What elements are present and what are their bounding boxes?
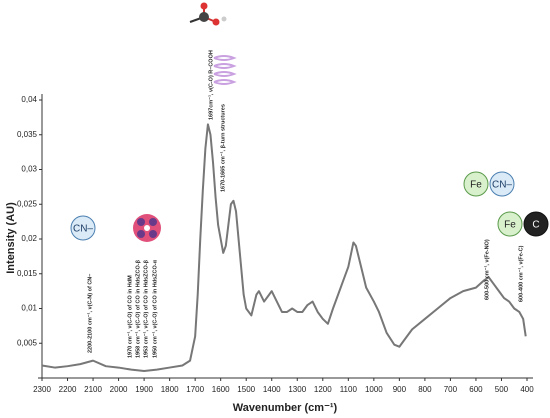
y-tick-label: 0,025 <box>17 199 38 208</box>
x-tick-label: 1700 <box>186 385 204 394</box>
icon-circle <box>523 211 549 237</box>
annotation: 600-500 cm⁻¹, ν(Fe-NO) <box>483 239 490 300</box>
icon-circle <box>489 171 515 197</box>
annotation: 600-400 cm⁻¹, ν(Fe-C) <box>517 245 524 302</box>
x-tick-label: 1400 <box>263 385 281 394</box>
annotation: 1697cm⁻¹, ν(C-O) R–COOH <box>207 50 214 120</box>
x-tick-label: 1600 <box>212 385 230 394</box>
icon-label: C <box>532 220 539 231</box>
x-tick-label: 400 <box>520 385 534 394</box>
x-tick-label: 2300 <box>33 385 51 394</box>
cooh-icon <box>189 2 227 26</box>
icon-label: Fe <box>504 220 516 231</box>
x-tick-label: 700 <box>444 385 458 394</box>
annotation: 1958 cm⁻¹, ν(C-O) of CO in HdsZCO-β <box>134 259 141 358</box>
icon-circle <box>497 211 523 237</box>
y-tick-label: 0,01 <box>21 304 37 313</box>
icon-label: CN– <box>73 224 93 235</box>
annotation: 1670-1665 cm⁻¹, β-turn structures <box>219 104 226 192</box>
y-tick-label: 0,02 <box>21 234 37 243</box>
y-tick-label: 0,035 <box>17 130 38 139</box>
icon-label: CN– <box>492 180 512 191</box>
x-tick-label: 500 <box>495 385 509 394</box>
x-tick-label: 2200 <box>59 385 77 394</box>
x-tick-label: 600 <box>469 385 483 394</box>
x-tick-label: 900 <box>393 385 407 394</box>
y-tick-label: 0,015 <box>17 269 38 278</box>
x-tick-label: 1300 <box>288 385 306 394</box>
spectrum-line <box>41 123 527 373</box>
annotation: 1950 cm⁻¹, ν(C-O) of CO in HdsZCO-α <box>151 259 158 358</box>
annotation: 2200-2100 cm⁻¹, ν(C-N) of CN– <box>86 274 93 353</box>
x-tick-label: 2100 <box>84 385 102 394</box>
x-tick-label: 1000 <box>365 385 383 394</box>
x-tick-label: 1500 <box>237 385 255 394</box>
icon-circle <box>463 171 489 197</box>
y-tick-label: 0,04 <box>21 95 37 104</box>
x-tick-label: 1800 <box>161 385 179 394</box>
y-axis-label: Intensity (AU) <box>5 202 17 274</box>
x-tick-label: 800 <box>418 385 432 394</box>
x-tick-label: 2000 <box>110 385 128 394</box>
beta-turn-icon <box>213 55 237 85</box>
x-tick-label: 1100 <box>340 385 358 394</box>
icon-label: Fe <box>470 180 482 191</box>
y-tick-label: 0,03 <box>21 165 37 174</box>
crystal-icon <box>133 214 161 242</box>
icon-group: CN– Fe CN– Fe C <box>70 171 549 241</box>
icon-circle <box>70 215 96 241</box>
annotation: 1953 cm⁻¹, ν(C-O) of CO in HdsZCO-β <box>142 259 149 358</box>
x-axis-label: Wavenumber (cm⁻¹) <box>233 402 338 414</box>
x-tick-label: 1900 <box>135 385 153 394</box>
x-tick-label: 1200 <box>314 385 332 394</box>
y-tick-label: 0,005 <box>17 338 38 347</box>
annotation: 1970 cm⁻¹, ν(C-O) of CO in HdM <box>126 275 133 358</box>
